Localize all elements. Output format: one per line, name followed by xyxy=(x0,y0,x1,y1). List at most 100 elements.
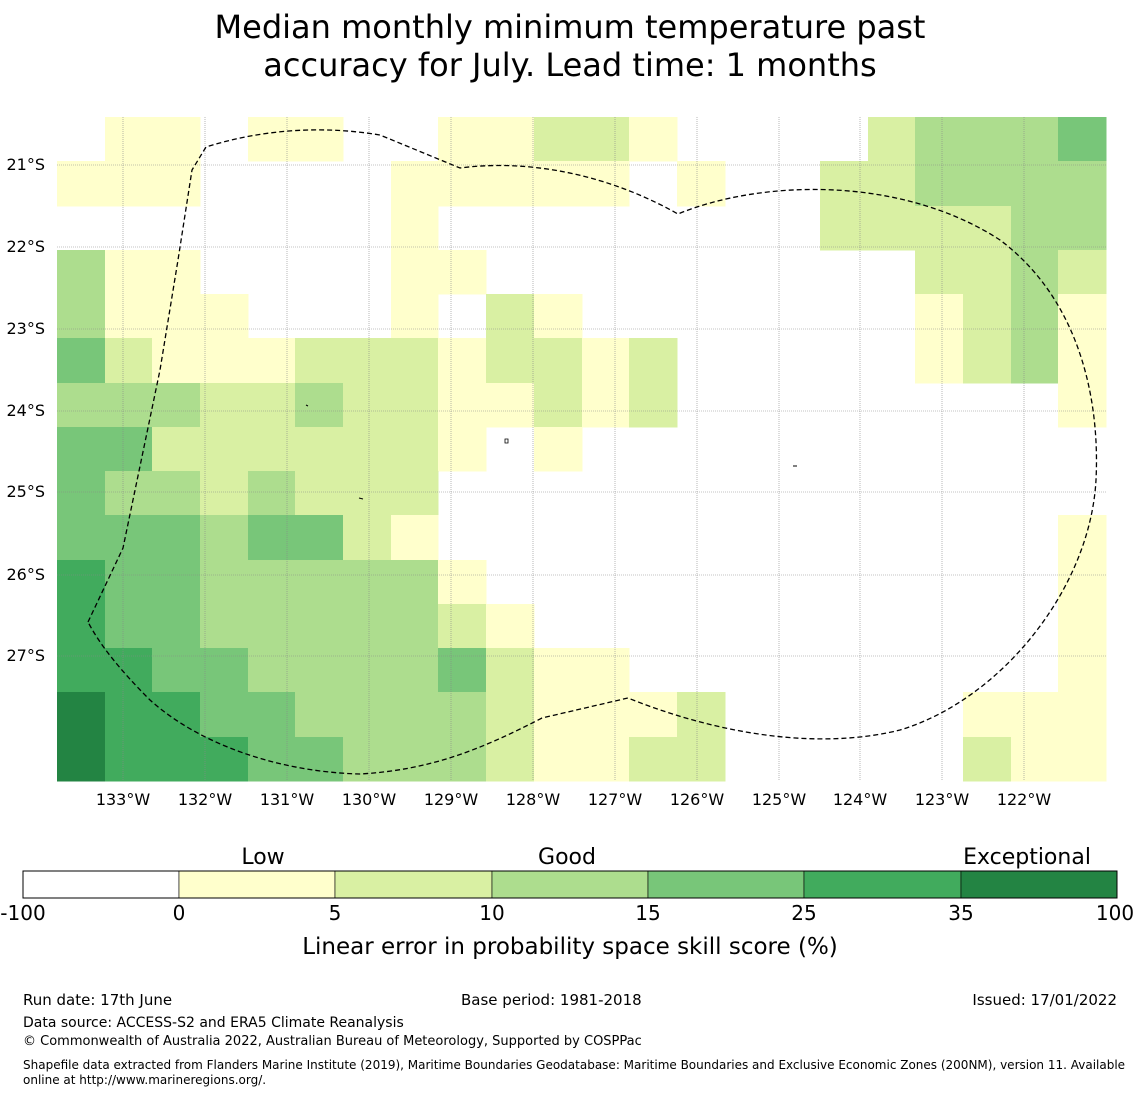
shapefile-credit-line-2: online at http://www.marineregions.org/. xyxy=(23,1073,267,1087)
skill-cell xyxy=(57,604,106,649)
colorbar xyxy=(22,870,1118,899)
lon-label: 128°W xyxy=(506,790,561,809)
skill-cell xyxy=(343,560,392,605)
skill-cell xyxy=(57,515,106,561)
lon-label: 124°W xyxy=(833,790,888,809)
skill-cell xyxy=(105,117,153,162)
skill-cell xyxy=(295,692,344,738)
lon-label: 123°W xyxy=(915,790,970,809)
skill-cell xyxy=(963,117,1012,162)
small-island-3 xyxy=(358,497,364,500)
latitude-labels: 21°S 22°S 23°S 24°S 25°S 26°S 27°S xyxy=(6,155,45,665)
skill-cell xyxy=(1011,294,1059,339)
colorbar-outline xyxy=(22,870,1118,899)
skill-cell xyxy=(57,560,106,605)
skill-cell xyxy=(1011,737,1059,782)
colorbar-tick-labels: -100 0 5 10 15 25 35 100 xyxy=(0,901,1134,925)
skill-score-map: 21°S 22°S 23°S 24°S 25°S 26°S 27°S 133°W… xyxy=(6,117,1107,809)
skill-cell xyxy=(486,692,535,738)
skill-cell xyxy=(105,161,153,207)
shapefile-credit-line-1: Shapefile data extracted from Flanders M… xyxy=(23,1058,1126,1072)
issued-date: Issued: 17/01/2022 xyxy=(972,991,1117,1009)
skill-cell xyxy=(57,471,106,516)
colorbar-segment xyxy=(960,870,1118,899)
skill-cell xyxy=(343,737,392,782)
skill-cell xyxy=(343,692,392,738)
skill-cell xyxy=(963,692,1012,738)
skill-cell xyxy=(1058,604,1107,649)
skill-cell xyxy=(152,117,201,162)
skill-cell xyxy=(582,161,630,207)
longitude-labels: 133°W 132°W 131°W 130°W 129°W 128°W 127°… xyxy=(96,790,1052,809)
map-title: Median monthly minimum temperature past … xyxy=(0,8,1140,84)
skill-cell xyxy=(200,737,249,782)
skill-cell xyxy=(438,161,487,207)
skill-cell xyxy=(248,471,296,516)
skill-cell xyxy=(438,560,487,605)
skill-cell xyxy=(391,560,439,605)
skill-cell xyxy=(105,604,153,649)
skill-cell xyxy=(200,515,249,561)
lat-label: 27°S xyxy=(6,646,45,665)
map-title-line-2: accuracy for July. Lead time: 1 months xyxy=(263,46,877,84)
colorbar-segment xyxy=(334,870,493,899)
skill-cell xyxy=(391,383,439,428)
skill-cell xyxy=(391,515,439,561)
skill-cell xyxy=(391,648,439,693)
lon-label: 132°W xyxy=(178,790,233,809)
skill-cell xyxy=(200,338,249,384)
skill-cell xyxy=(248,737,296,782)
skill-cell xyxy=(1011,117,1059,162)
skill-cell xyxy=(486,383,535,428)
skill-cell xyxy=(486,117,535,162)
colorbar-segment xyxy=(647,870,805,899)
copyright: © Commonwealth of Australia 2022, Austra… xyxy=(23,1034,642,1049)
skill-cell xyxy=(915,250,964,295)
skill-cell xyxy=(105,383,153,428)
skill-cell xyxy=(248,604,296,649)
skill-cell xyxy=(57,383,106,428)
skill-cell xyxy=(343,648,392,693)
skill-cell xyxy=(248,515,296,561)
skill-cell xyxy=(629,338,678,384)
skill-cell xyxy=(248,560,296,605)
skill-cell xyxy=(438,250,487,295)
skill-cell xyxy=(200,648,249,693)
skill-cell xyxy=(57,250,106,295)
lat-label: 21°S xyxy=(6,155,45,174)
skill-cell xyxy=(534,294,583,339)
skill-cell xyxy=(105,737,153,782)
skill-cell xyxy=(534,737,583,782)
skill-cell xyxy=(152,383,201,428)
skill-cell xyxy=(438,117,487,162)
skill-cell xyxy=(105,294,153,339)
skill-cell xyxy=(295,648,344,693)
skill-cell xyxy=(1058,206,1107,251)
skill-cell xyxy=(963,737,1012,782)
graticule xyxy=(57,117,1106,781)
skill-cell xyxy=(677,692,726,738)
skill-cell xyxy=(534,427,583,472)
legend-category-exceptional: Exceptional xyxy=(963,845,1091,870)
skill-cell xyxy=(582,737,630,782)
skill-cell xyxy=(391,294,439,339)
skill-cell xyxy=(486,737,535,782)
skill-cell xyxy=(295,560,344,605)
skill-cell xyxy=(343,515,392,561)
skill-cell xyxy=(200,471,249,516)
skill-cell xyxy=(677,161,726,207)
skill-cell xyxy=(534,161,583,207)
skill-cell xyxy=(391,338,439,384)
skill-cell xyxy=(582,648,630,693)
skill-cell xyxy=(248,117,296,162)
skill-cell xyxy=(1058,250,1107,295)
skill-cell xyxy=(152,294,201,339)
skill-cell xyxy=(105,560,153,605)
colorbar-segment xyxy=(491,870,649,899)
skill-cell xyxy=(868,206,916,251)
lat-label: 25°S xyxy=(6,482,45,501)
lat-label: 26°S xyxy=(6,565,45,584)
skill-cell xyxy=(820,206,869,251)
skill-cell xyxy=(438,427,487,472)
skill-cell xyxy=(438,648,487,693)
